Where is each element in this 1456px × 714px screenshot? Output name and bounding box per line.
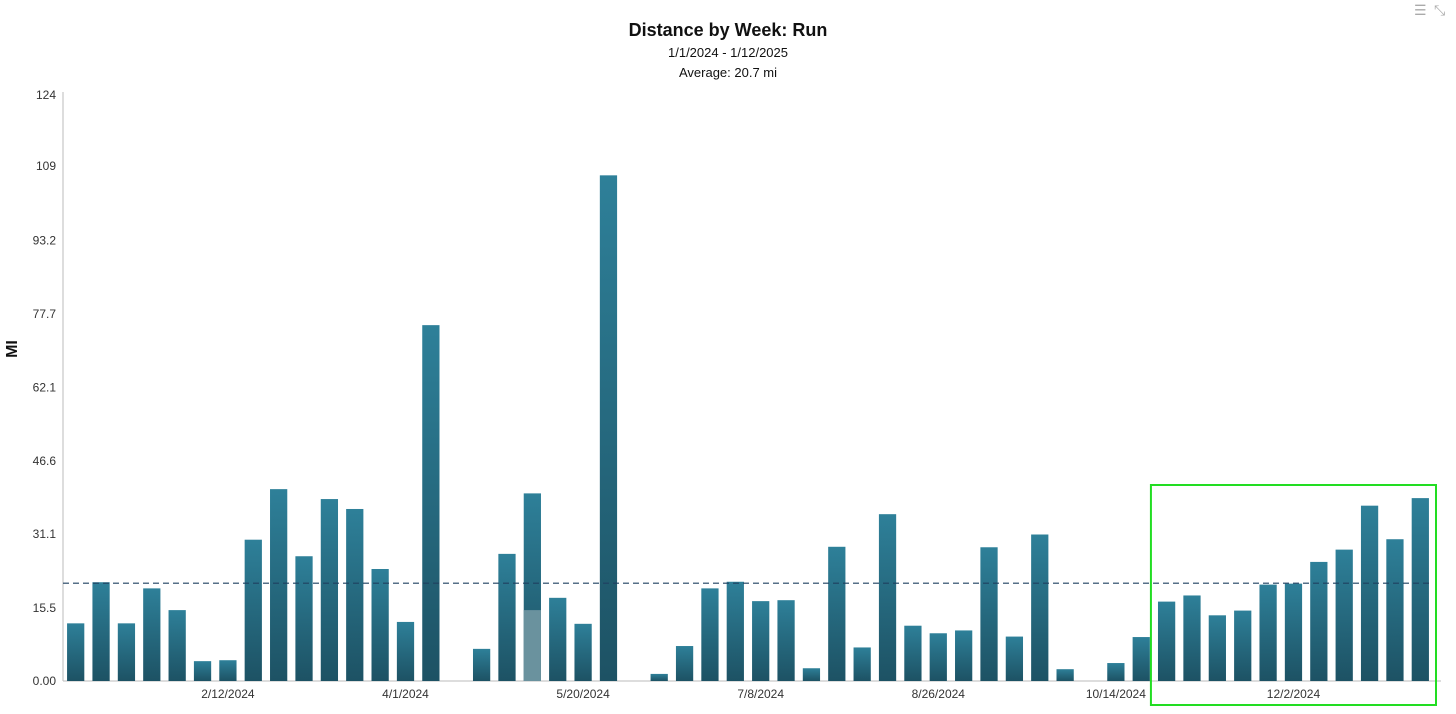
x-tick-label: 5/20/2024 bbox=[556, 687, 610, 701]
bar bbox=[472, 648, 491, 681]
bar bbox=[422, 325, 440, 681]
bar bbox=[675, 646, 694, 681]
bar bbox=[1411, 498, 1429, 681]
chart-toolbar: ☰ ⤡ bbox=[1414, 3, 1448, 17]
bar bbox=[1386, 539, 1404, 681]
chart-title: Distance by Week: Run bbox=[628, 20, 828, 40]
y-tick-label: 124 bbox=[36, 88, 56, 102]
bar bbox=[1234, 610, 1252, 681]
x-tick-label: 10/14/2024 bbox=[1086, 687, 1146, 701]
bar bbox=[346, 508, 364, 681]
x-tick-label: 4/1/2024 bbox=[382, 687, 429, 701]
bar bbox=[1284, 583, 1303, 681]
bar bbox=[955, 630, 973, 681]
bar bbox=[168, 610, 186, 681]
bar bbox=[904, 625, 922, 681]
bar bbox=[117, 623, 136, 681]
menu-icon[interactable]: ☰ bbox=[1414, 2, 1427, 18]
bar bbox=[193, 661, 212, 681]
bar bbox=[67, 623, 85, 681]
bar bbox=[1107, 663, 1125, 681]
bar bbox=[777, 600, 795, 681]
bar bbox=[853, 647, 871, 681]
bar bbox=[371, 568, 389, 681]
bar bbox=[270, 489, 288, 681]
bar bbox=[574, 623, 592, 681]
y-tick-label: 46.6 bbox=[33, 454, 57, 468]
bar-highlight-segment bbox=[523, 610, 541, 681]
bar bbox=[726, 581, 744, 681]
bar bbox=[92, 582, 110, 681]
bar bbox=[244, 539, 262, 681]
y-tick-label: 109 bbox=[36, 159, 56, 173]
bar bbox=[1031, 534, 1049, 681]
bar bbox=[1310, 561, 1328, 681]
bar bbox=[219, 660, 237, 681]
bar bbox=[1132, 637, 1150, 681]
y-tick-label: 31.1 bbox=[33, 527, 57, 541]
bar bbox=[650, 673, 668, 681]
bar bbox=[802, 668, 821, 681]
bar bbox=[396, 621, 415, 681]
bar bbox=[878, 514, 897, 681]
bar bbox=[752, 601, 770, 681]
bar bbox=[980, 547, 998, 681]
x-tick-label: 8/26/2024 bbox=[912, 687, 966, 701]
bar bbox=[143, 588, 161, 681]
bar bbox=[549, 597, 567, 681]
bar bbox=[1335, 549, 1353, 681]
x-tick-label: 7/8/2024 bbox=[737, 687, 784, 701]
x-tick-label: 2/12/2024 bbox=[201, 687, 255, 701]
selection-box bbox=[1149, 484, 1437, 706]
bar bbox=[1259, 584, 1277, 681]
bar bbox=[320, 499, 339, 681]
x-tick-label: 12/2/2024 bbox=[1267, 687, 1321, 701]
y-tick-label: 62.1 bbox=[33, 381, 57, 395]
bar bbox=[1183, 595, 1201, 681]
bar bbox=[295, 556, 313, 681]
chart-date-range: 1/1/2024 - 1/12/2025 bbox=[668, 45, 788, 60]
bar bbox=[929, 633, 947, 681]
bar bbox=[1208, 615, 1226, 681]
bar bbox=[599, 175, 618, 681]
y-tick-label: 93.2 bbox=[33, 234, 57, 248]
bar bbox=[1157, 601, 1176, 681]
bar bbox=[1056, 669, 1074, 681]
y-tick-label: 77.7 bbox=[33, 307, 57, 321]
bar bbox=[498, 553, 516, 681]
y-tick-label: 0.00 bbox=[33, 674, 57, 688]
bar bbox=[1360, 505, 1379, 681]
bar bbox=[1005, 636, 1024, 681]
bar bbox=[828, 546, 846, 681]
y-tick-label: 15.5 bbox=[33, 601, 57, 615]
bar bbox=[701, 588, 719, 681]
collapse-icon[interactable]: ⤡ bbox=[1434, 2, 1446, 18]
chart-average: Average: 20.7 mi bbox=[678, 65, 778, 80]
